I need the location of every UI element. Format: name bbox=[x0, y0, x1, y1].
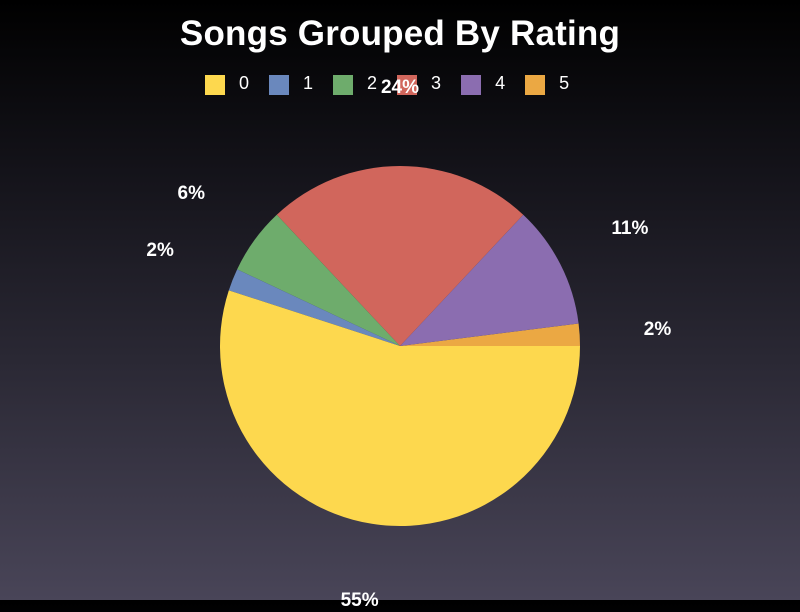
legend-label-5: 5 bbox=[559, 72, 570, 93]
legend-label-3: 3 bbox=[431, 72, 442, 93]
legend-label-1: 1 bbox=[303, 72, 314, 93]
legend-item-3: 3 bbox=[397, 71, 441, 95]
pie-label-5: 2% bbox=[643, 318, 672, 340]
legend-label-0: 0 bbox=[239, 72, 250, 93]
legend-item-1: 1 bbox=[269, 71, 313, 95]
legend-swatch-4 bbox=[461, 75, 482, 95]
pie-slice-1 bbox=[228, 269, 400, 346]
legend-swatch-3 bbox=[397, 75, 418, 95]
chart-title: Songs Grouped By Rating bbox=[179, 14, 621, 53]
legend-label-2: 2 bbox=[367, 72, 378, 93]
chart-legend: 0 1 2 3 4 5 bbox=[205, 71, 589, 95]
legend-swatch-5 bbox=[525, 75, 546, 95]
pie-label-0: 55% bbox=[340, 589, 379, 611]
legend-swatch-2 bbox=[333, 75, 354, 95]
pie-label-4: 11% bbox=[611, 217, 649, 239]
pie-slice-0 bbox=[220, 290, 581, 526]
legend-item-4: 4 bbox=[461, 71, 505, 95]
pie-slice-4 bbox=[400, 214, 579, 346]
pie-slice-2 bbox=[237, 214, 400, 346]
legend-item-2: 2 bbox=[333, 71, 377, 95]
pie-label-2: 6% bbox=[177, 183, 205, 205]
legend-label-4: 4 bbox=[495, 72, 506, 93]
pie-label-3: 24% bbox=[380, 77, 420, 98]
pie-slice-3 bbox=[276, 165, 524, 346]
pie-label-1: 2% bbox=[146, 240, 174, 262]
legend-swatch-1 bbox=[269, 75, 290, 95]
pie-slice-5 bbox=[400, 323, 580, 346]
legend-swatch-0 bbox=[205, 75, 225, 95]
legend-item-0: 0 bbox=[205, 71, 249, 95]
legend-item-5: 5 bbox=[525, 71, 569, 95]
